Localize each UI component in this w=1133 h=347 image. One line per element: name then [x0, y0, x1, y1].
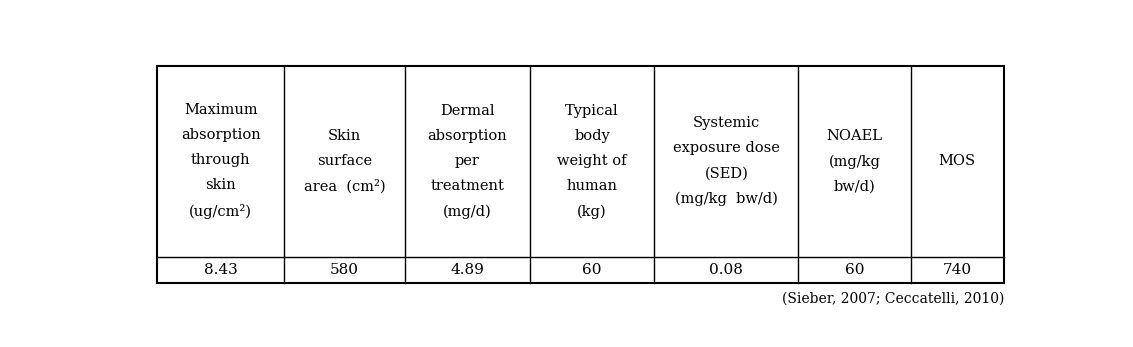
Text: 60: 60 [845, 263, 864, 277]
Text: Systemic
exposure dose
(SED)
(mg/kg  bw/d): Systemic exposure dose (SED) (mg/kg bw/d… [673, 116, 780, 206]
Text: Typical
body
weight of
human
(kg): Typical body weight of human (kg) [557, 104, 627, 219]
Text: Dermal
absorption
per
treatment
(mg/d): Dermal absorption per treatment (mg/d) [427, 104, 508, 219]
Text: Maximum
absorption
through
skin
(ug/cm²): Maximum absorption through skin (ug/cm²) [181, 103, 261, 219]
Text: 740: 740 [943, 263, 972, 277]
Text: 8.43: 8.43 [204, 263, 238, 277]
Text: 580: 580 [330, 263, 359, 277]
Text: Skin
surface
area  (cm²): Skin surface area (cm²) [304, 129, 385, 194]
Text: 0.08: 0.08 [709, 263, 743, 277]
Text: MOS: MOS [939, 154, 976, 168]
Text: (Sieber, 2007; Ceccatelli, 2010): (Sieber, 2007; Ceccatelli, 2010) [782, 292, 1004, 306]
Text: 4.89: 4.89 [451, 263, 484, 277]
Text: 60: 60 [582, 263, 602, 277]
Text: NOAEL
(mg/kg
bw/d): NOAEL (mg/kg bw/d) [827, 129, 883, 194]
